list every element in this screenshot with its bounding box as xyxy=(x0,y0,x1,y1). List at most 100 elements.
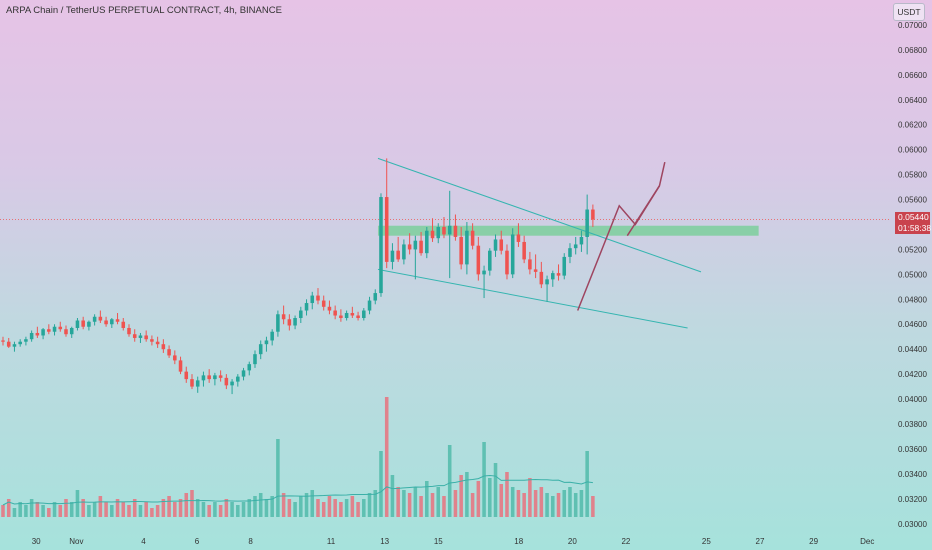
candle-body xyxy=(299,310,303,319)
candle-body xyxy=(556,273,561,276)
candle-body xyxy=(321,300,326,307)
x-tick-label: 22 xyxy=(621,537,630,546)
volume-bar xyxy=(64,499,68,517)
candle-body xyxy=(591,209,595,220)
candle-body xyxy=(12,344,17,347)
candle-body xyxy=(247,364,252,371)
last-price-value: 0.05440 xyxy=(898,212,929,222)
volume-bar xyxy=(447,445,452,517)
candle-body xyxy=(516,234,521,242)
candle-body xyxy=(121,321,126,328)
candle-body xyxy=(367,300,372,311)
candle-body xyxy=(218,375,223,378)
candle-body xyxy=(132,334,137,338)
volume-bar xyxy=(173,502,177,517)
candle-body xyxy=(81,320,85,327)
volume-bar xyxy=(362,499,366,517)
volume-bar xyxy=(35,502,40,517)
volume-bar xyxy=(195,499,200,517)
y-tick-label: 0.03800 xyxy=(898,420,927,429)
y-tick-label: 0.03000 xyxy=(898,520,927,529)
volume-bar xyxy=(327,496,332,517)
candle-body xyxy=(402,244,406,260)
candle-body xyxy=(327,306,332,311)
candle-body xyxy=(58,326,63,330)
candle-body xyxy=(310,295,315,304)
drawings xyxy=(377,157,759,329)
candle-body xyxy=(362,310,366,319)
candle-body xyxy=(47,329,51,332)
volume-ma-line xyxy=(2,474,593,506)
candle-body xyxy=(396,250,400,260)
volume-bar xyxy=(110,505,114,517)
volume-bar xyxy=(47,508,51,517)
candle-body xyxy=(333,310,337,316)
bar-countdown: 01:58:38 xyxy=(898,223,932,233)
volume-bar xyxy=(6,499,11,517)
candle-body xyxy=(69,327,74,335)
candle-body xyxy=(442,226,446,235)
x-tick-label: 25 xyxy=(702,537,711,546)
currency-button[interactable]: USDT xyxy=(893,3,925,21)
candle-body xyxy=(258,344,263,355)
candle-body xyxy=(241,370,246,377)
volume-bar xyxy=(442,496,446,517)
volume-bar xyxy=(573,493,578,517)
candle-body xyxy=(436,226,441,239)
x-tick-label: 8 xyxy=(248,537,253,546)
volume-bar xyxy=(384,397,389,517)
candle-body xyxy=(545,279,549,285)
y-tick-label: 0.06000 xyxy=(898,146,927,155)
candle-body xyxy=(459,236,463,265)
y-tick-label: 0.04000 xyxy=(898,395,927,404)
volume-bar xyxy=(75,490,80,517)
candle-body xyxy=(510,234,515,275)
candle-body xyxy=(573,244,578,249)
x-tick-label: Nov xyxy=(69,537,83,546)
volume-bar xyxy=(304,493,309,517)
volume-bar xyxy=(505,472,509,517)
volume-bar xyxy=(459,475,463,517)
candle-body xyxy=(264,340,269,345)
volume-bar xyxy=(396,487,400,517)
candle-body xyxy=(167,349,171,356)
candle-body xyxy=(482,270,486,275)
candle-body xyxy=(505,250,509,275)
y-tick-label: 0.03600 xyxy=(898,445,927,454)
volume-bar xyxy=(379,451,383,517)
candle-body xyxy=(413,240,418,250)
volume-bar xyxy=(287,499,292,517)
upper-trendline xyxy=(377,157,702,273)
candle-body xyxy=(568,248,572,257)
candle-body xyxy=(270,331,274,341)
last-price-label: 0.05440 01:58:38 xyxy=(895,212,932,234)
candle-body xyxy=(224,377,229,386)
volume-bar xyxy=(224,499,229,517)
y-tick-label: 0.05000 xyxy=(898,270,927,279)
volume-bar xyxy=(299,496,303,517)
candle-body xyxy=(213,375,217,380)
candle-body xyxy=(75,320,80,328)
candle-body xyxy=(230,381,234,386)
candle-body xyxy=(528,259,532,270)
candle-body xyxy=(316,295,320,301)
x-tick-label: 18 xyxy=(514,537,523,546)
candle-body xyxy=(390,250,395,262)
volume-bar xyxy=(425,481,429,517)
volume-bar xyxy=(545,493,549,517)
volume-bar xyxy=(516,490,521,517)
y-tick-label: 0.05800 xyxy=(898,171,927,180)
candle-body xyxy=(430,230,435,239)
y-tick-label: 0.06200 xyxy=(898,121,927,130)
candle-body xyxy=(1,340,5,342)
candle-body xyxy=(41,329,45,336)
candle-body xyxy=(29,332,34,340)
y-tick-label: 0.06800 xyxy=(898,46,927,55)
x-tick-label: 6 xyxy=(195,537,200,546)
x-tick-label: 15 xyxy=(434,537,443,546)
volume-histogram xyxy=(1,397,595,517)
volume-bar xyxy=(470,493,475,517)
candle-body xyxy=(190,379,194,387)
volume-bar xyxy=(184,493,189,517)
